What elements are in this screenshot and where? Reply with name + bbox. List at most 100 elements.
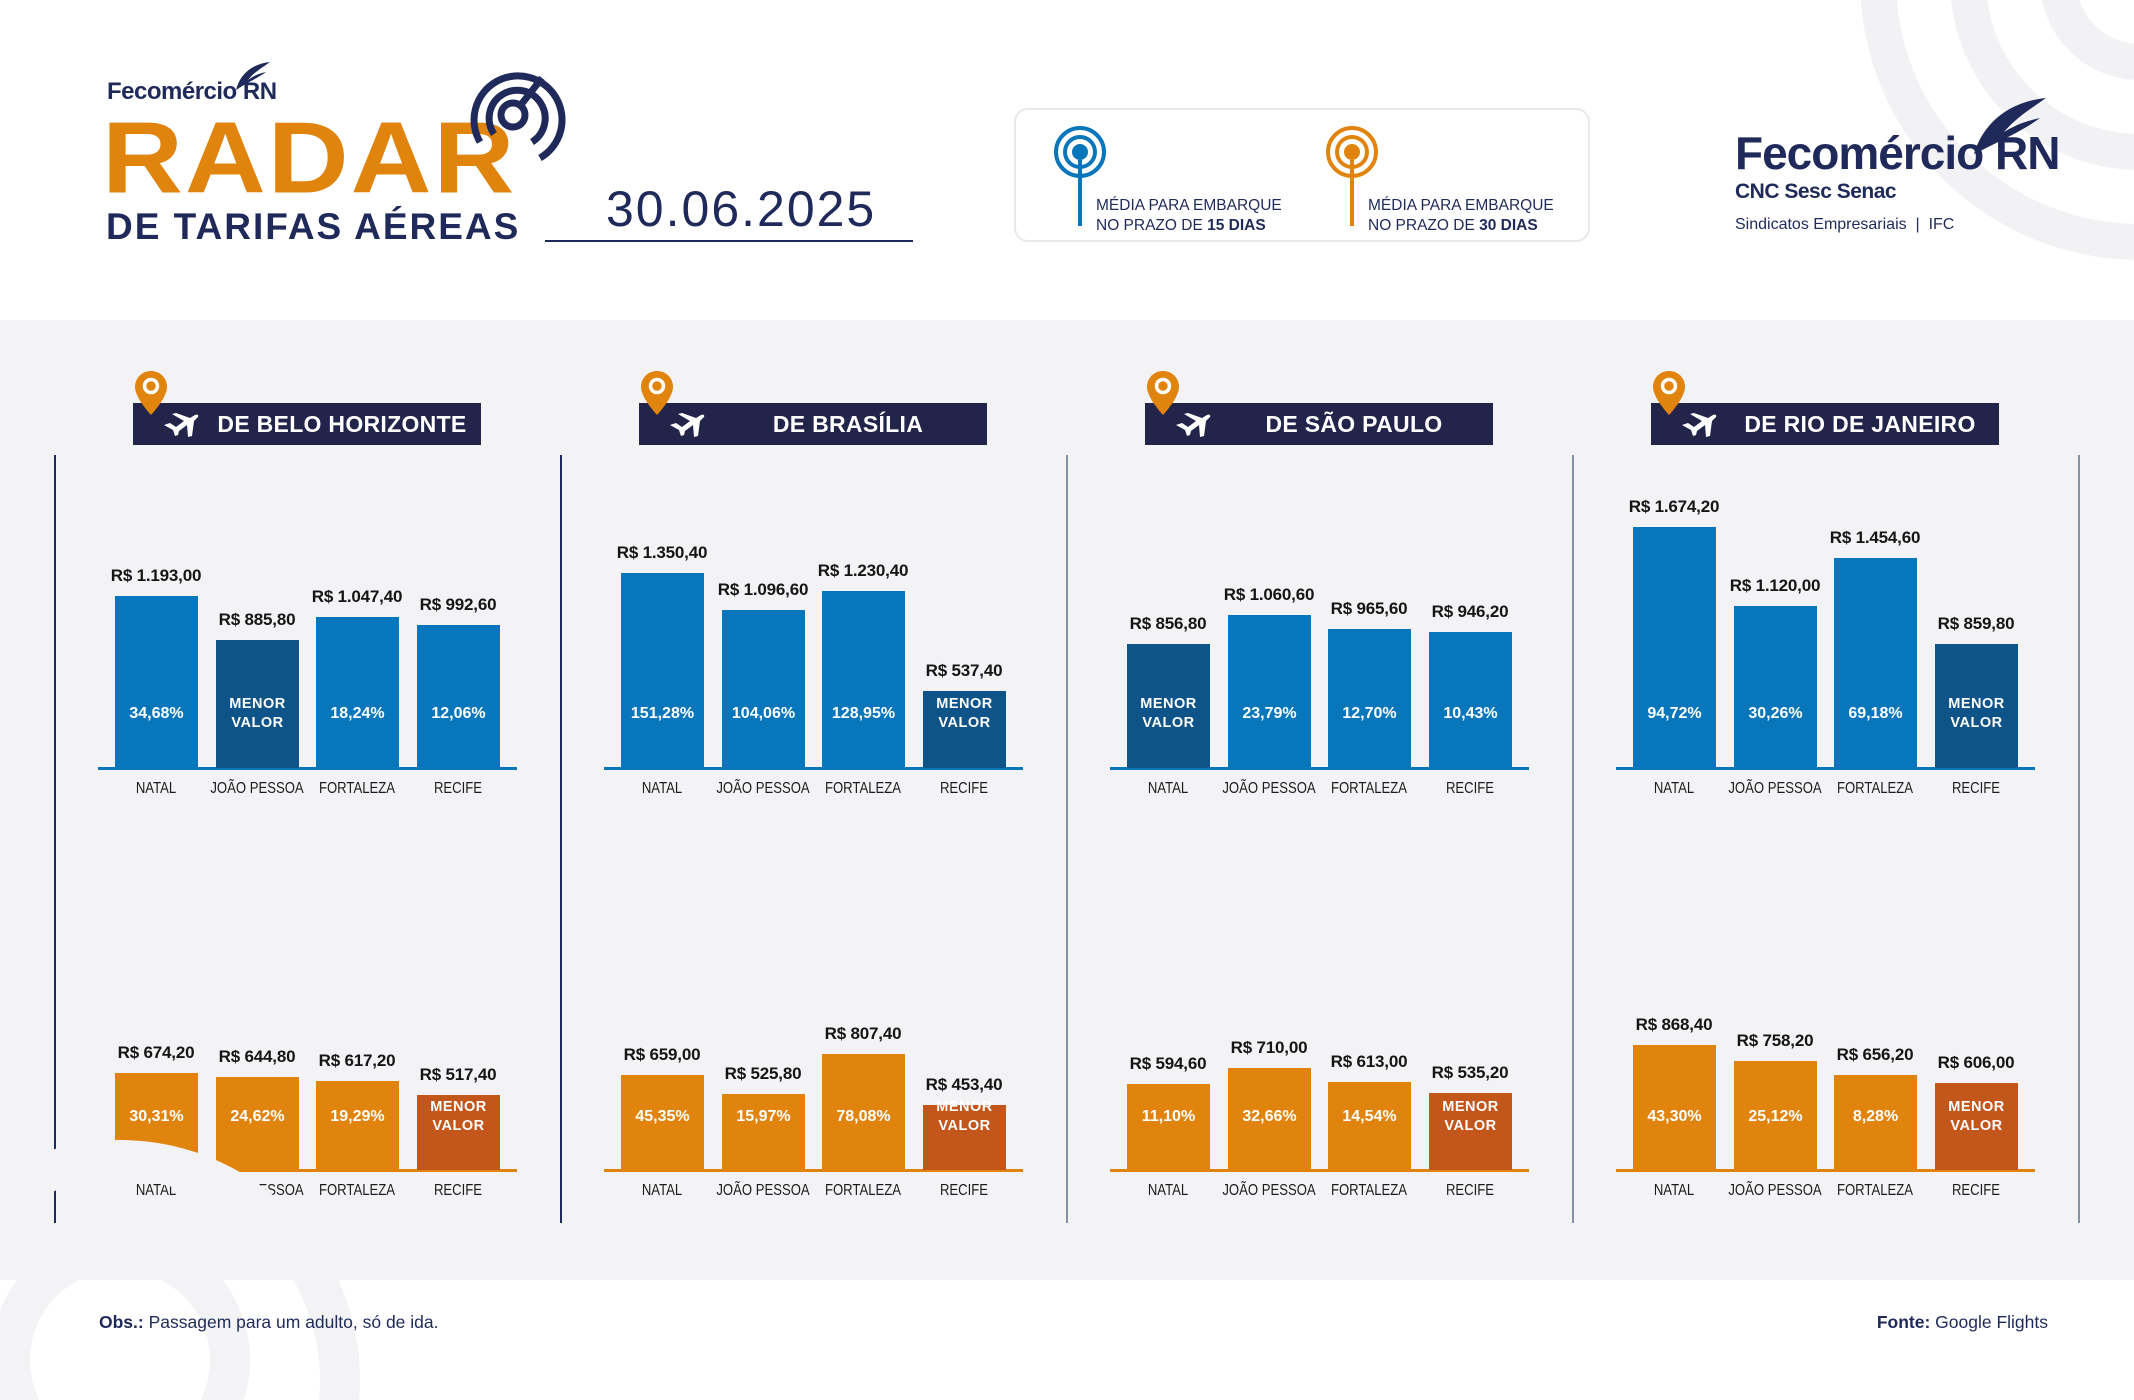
date-underline	[545, 240, 913, 242]
category-label: JOÃO PESSOA	[210, 780, 304, 797]
brand-logo-small: Fecomércio RN	[107, 78, 277, 105]
origin-title: DE SÃO PAULO	[1265, 411, 1443, 437]
bar	[1328, 1081, 1411, 1170]
bar	[621, 1074, 704, 1170]
bar	[1734, 606, 1817, 768]
bar-percent-label: 78,08%	[836, 1108, 891, 1125]
axis-baseline	[98, 767, 517, 770]
brand-partners: CNC Sesc Senac	[1735, 180, 1897, 203]
category-label: FORTALEZA	[1836, 780, 1914, 797]
bar	[115, 595, 198, 768]
bar	[216, 1077, 299, 1170]
lowest-label-line: MENOR	[229, 696, 286, 712]
bar-percent-label: 32,66%	[1242, 1108, 1297, 1125]
bar	[316, 1080, 399, 1170]
bar-percent-label: 34,68%	[129, 705, 184, 722]
bar	[923, 1104, 1006, 1170]
axis-baseline	[604, 1169, 1023, 1172]
bar-value-label: R$ 885,80	[218, 610, 296, 630]
category-label: FORTALEZA	[1836, 1182, 1914, 1199]
lowest-value-badge: MENOR VALOR	[216, 695, 299, 733]
category-label: RECIFE	[939, 1182, 989, 1199]
bar-value-label: R$ 1.230,40	[817, 560, 909, 580]
legend-line1: MÉDIA PARA EMBARQUE	[1368, 197, 1554, 214]
bar	[1429, 631, 1512, 768]
bar-percent-label: 12,70%	[1342, 705, 1397, 722]
bar-value-label: R$ 856,80	[1129, 614, 1207, 634]
legend-item-15-days: MÉDIA PARA EMBARQUE NO PRAZO DE 15 DIAS	[1052, 126, 1282, 234]
lowest-value-badge: MENOR VALOR	[1935, 1098, 2018, 1136]
lowest-label-line: VALOR	[1950, 715, 2003, 731]
lowest-label-line: VALOR	[938, 1118, 991, 1134]
airplane-icon	[1682, 413, 1717, 437]
category-label: RECIFE	[433, 1182, 483, 1199]
lowest-label-line: VALOR	[1950, 1118, 2003, 1134]
bar	[621, 573, 704, 768]
category-label: NATAL	[1147, 1182, 1189, 1199]
bar-value-label: R$ 1.193,00	[110, 565, 202, 585]
category-label: NATAL	[641, 780, 683, 797]
lowest-label-line: MENOR	[1948, 1099, 2005, 1115]
wing-icon	[236, 62, 270, 90]
axis-baseline	[98, 1169, 517, 1172]
bar	[822, 1053, 905, 1170]
bar-value-label: R$ 710,00	[1230, 1037, 1308, 1057]
origin-title: DE RIO DE JANEIRO	[1744, 411, 1976, 437]
category-label: NATAL	[1147, 780, 1189, 797]
bar	[722, 1094, 805, 1170]
bar	[1127, 1084, 1210, 1170]
chart-panel: DE BRASÍLIA R$ 1.350,40 151,28% NATAL R$ 1.…	[506, 0, 1023, 1400]
airplane-icon	[1176, 413, 1211, 437]
category-label: JOÃO PESSOA	[716, 780, 810, 797]
lowest-label-line: VALOR	[432, 1118, 485, 1134]
bar-value-label: R$ 965,60	[1330, 598, 1408, 618]
category-label: FORTALEZA	[1330, 1182, 1408, 1199]
bar-value-label: R$ 517,40	[419, 1065, 497, 1085]
bar-value-label: R$ 868,40	[1635, 1014, 1713, 1034]
category-label: RECIFE	[1445, 780, 1495, 797]
category-label: RECIFE	[1445, 1182, 1495, 1199]
category-label: RECIFE	[939, 780, 989, 797]
bar	[1633, 526, 1716, 768]
lowest-value-badge: MENOR VALOR	[1429, 1098, 1512, 1136]
category-label: RECIFE	[1951, 1182, 2001, 1199]
bar-percent-label: 151,28%	[630, 705, 695, 722]
bar	[316, 616, 399, 768]
bar-value-label: R$ 525,80	[724, 1064, 802, 1084]
bar-value-label: R$ 1.096,60	[717, 579, 809, 599]
page-title: RADAR	[102, 101, 517, 215]
bar-value-label: R$ 613,00	[1330, 1051, 1408, 1071]
bar-percent-label: 94,72%	[1647, 705, 1702, 722]
bar-value-label: R$ 1.060,60	[1223, 585, 1315, 605]
bar-percent-label: 43,30%	[1647, 1108, 1702, 1125]
bar	[1228, 1067, 1311, 1170]
radar-antenna-icon	[1326, 126, 1378, 226]
category-label: FORTALEZA	[824, 1182, 902, 1199]
category-label: NATAL	[1653, 780, 1695, 797]
bar-value-label: R$ 1.047,40	[311, 586, 403, 606]
category-label: NATAL	[135, 780, 177, 797]
origin-title: DE BELO HORIZONTE	[217, 411, 467, 437]
lowest-label-line: MENOR	[430, 1099, 487, 1115]
wing-icon	[1974, 98, 2046, 154]
category-label: JOÃO PESSOA	[716, 1182, 810, 1199]
category-label: JOÃO PESSOA	[1222, 780, 1316, 797]
axis-baseline	[604, 767, 1023, 770]
legend-line2: NO PRAZO DE 30 DIAS	[1368, 217, 1538, 234]
bar-value-label: R$ 659,00	[623, 1044, 701, 1064]
bar-percent-label: 24,62%	[230, 1108, 285, 1125]
bar-percent-label: 23,79%	[1242, 705, 1297, 722]
axis-baseline	[1110, 1169, 1529, 1172]
lowest-label-line: VALOR	[938, 715, 991, 731]
panel-divider	[54, 455, 56, 1223]
bar	[1834, 558, 1917, 768]
bar-percent-label: 30,31%	[129, 1108, 184, 1125]
legend-line1: MÉDIA PARA EMBARQUE	[1096, 197, 1282, 214]
category-label: RECIFE	[433, 780, 483, 797]
location-pin-icon	[641, 371, 673, 415]
lowest-label-line: MENOR	[936, 696, 993, 712]
bar	[1734, 1060, 1817, 1170]
lowest-value-badge: MENOR VALOR	[1935, 695, 2018, 733]
axis-baseline	[1110, 767, 1529, 770]
bar-value-label: R$ 1.350,40	[616, 543, 708, 563]
